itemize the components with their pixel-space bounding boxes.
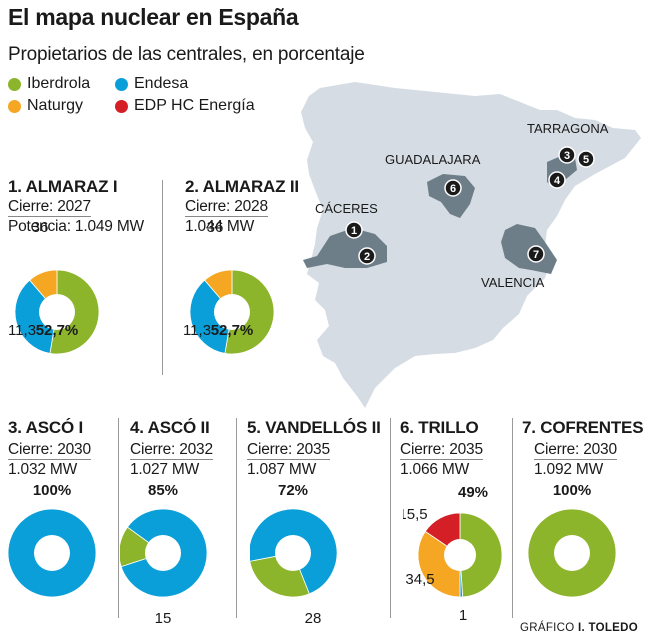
donut-chart-cofrentes: 100% [527, 482, 617, 598]
spain-map: TARRAGONA GUADALAJARA CÁCERES VALENCIA 1… [301, 82, 641, 408]
legend-swatch-endesa [115, 77, 128, 91]
donut-data-label: 49% [458, 484, 488, 501]
plant-power: 1.032 MW [8, 461, 78, 478]
donut-slice-endesa [14, 279, 58, 354]
donut-hole [145, 535, 181, 571]
legend-item-edp: EDP HC Energía [115, 97, 255, 115]
donut-slice-naturgy [417, 530, 461, 598]
map-marker-5: 5 [577, 150, 595, 168]
donut-data-label: 11,3 [183, 322, 211, 339]
column-divider [162, 180, 163, 375]
plant-name: 1. ALMARAZ I [8, 177, 118, 196]
donut-data-label: 15,5 [403, 506, 428, 523]
plant-closure: Cierre: 2035 [247, 441, 330, 460]
donut-hole [554, 535, 590, 571]
map-label-tarragona: TARRAGONA [527, 121, 609, 136]
donut-data-label: 34,5 [405, 571, 434, 588]
plant-name: 3. ASCÓ I [8, 418, 84, 437]
plant-closure: Cierre: 2027 [8, 198, 91, 217]
plant-name: 4. ASCÓ II [130, 418, 210, 437]
donut-chart-asco-2: 85% 15 [120, 482, 208, 627]
donut-hole [34, 535, 70, 571]
plant-name: 7. COFRENTES [522, 418, 644, 437]
legend-item-endesa: Endesa [115, 75, 188, 93]
svg-text:2: 2 [364, 251, 370, 263]
svg-text:1: 1 [351, 225, 357, 237]
legend-label: EDP HC Energía [134, 97, 255, 114]
donut-data-label: 11,3 [8, 322, 36, 339]
donut-data-label: 15 [155, 610, 172, 627]
map-marker-4: 4 [548, 171, 566, 189]
legend-swatch-iberdrola [8, 77, 21, 91]
column-divider [118, 418, 119, 618]
donut-hole [214, 294, 250, 330]
plant-power: 1.087 MW [247, 461, 317, 478]
legend-label: Iberdrola [27, 75, 91, 92]
map-marker-3: 3 [558, 146, 576, 164]
map-label-guadalajara: GUADALAJARA [385, 152, 481, 167]
plant-name: 6. TRILLO [400, 418, 479, 437]
map-label-valencia: VALENCIA [481, 275, 545, 290]
svg-text:4: 4 [554, 175, 561, 187]
donut-slice-iberdrola [459, 512, 503, 598]
legend-swatch-naturgy [8, 99, 21, 113]
map-marker-7: 7 [527, 245, 545, 263]
donut-chart-vandellos-2: 72% 28 [250, 482, 338, 627]
svg-text:6: 6 [450, 183, 456, 195]
legend-label: Naturgy [27, 97, 84, 114]
svg-text:5: 5 [583, 154, 589, 166]
graphic-credit: GRÁFICO I. TOLEDO [520, 622, 638, 634]
credit-author: I. TOLEDO [578, 622, 638, 634]
donut-chart-asco-1: 100% [7, 482, 97, 598]
svg-text:3: 3 [564, 150, 570, 162]
donut-hole [39, 294, 75, 330]
plant-closure: Cierre: 2035 [400, 441, 483, 460]
map-marker-2: 2 [358, 247, 376, 265]
plant-closure: Cierre: 2030 [8, 441, 91, 460]
plant-name: 2. ALMARAZ II [185, 177, 299, 196]
donut-data-label: 52,7% [211, 322, 254, 339]
plant-closure: Cierre: 2032 [130, 441, 213, 460]
donut-data-label: 85% [148, 482, 178, 499]
legend-swatch-edp [115, 99, 128, 113]
donut-data-label: 36 [207, 220, 224, 236]
donut-data-label: 72% [278, 482, 308, 499]
column-divider [236, 418, 237, 618]
donut-data-label: 100% [33, 482, 71, 499]
legend-item-iberdrola: Iberdrola [8, 75, 90, 93]
donut-data-label: 28 [305, 610, 322, 627]
legend-label: Endesa [134, 75, 189, 92]
page-title: El mapa nuclear en España [8, 4, 299, 30]
donut-data-label: 1 [459, 607, 467, 624]
plant-power: 1.066 MW [400, 461, 470, 478]
column-divider [390, 418, 391, 618]
credit-prefix: GRÁFICO [520, 622, 575, 634]
donut-slice-iberdrola [120, 526, 164, 568]
donut-data-label: 52,7% [36, 322, 79, 339]
donut-chart-almaraz-1: 52,7% 36 11,3 [8, 220, 100, 355]
map-marker-1: 1 [345, 221, 363, 239]
map-label-caceres: CÁCERES [315, 201, 378, 216]
plant-power: Potencia: 1.049 MW [8, 218, 144, 235]
donut-data-label: 100% [553, 482, 591, 499]
plant-power: 1.092 MW [534, 461, 604, 478]
plant-name: 5. VANDELLÓS II [247, 418, 381, 437]
donut-chart-almaraz-2: 52,7% 36 11,3 [183, 220, 275, 355]
plant-closure: Cierre: 2030 [534, 441, 617, 460]
legend-item-naturgy: Naturgy [8, 97, 83, 115]
donut-slice-endesa [189, 279, 233, 354]
donut-hole [444, 539, 476, 571]
svg-text:7: 7 [533, 249, 539, 261]
donut-chart-trillo: 49% 1 34,5 15,5 [403, 484, 503, 624]
column-divider [512, 418, 513, 618]
page-subtitle: Propietarios de las centrales, en porcen… [8, 44, 365, 65]
donut-hole [275, 535, 311, 571]
plant-closure: Cierre: 2028 [185, 198, 268, 217]
donut-data-label: 36 [32, 220, 49, 236]
plant-power: 1.044 MW [185, 218, 255, 235]
plant-power: 1.027 MW [130, 461, 200, 478]
map-marker-6: 6 [444, 179, 462, 197]
